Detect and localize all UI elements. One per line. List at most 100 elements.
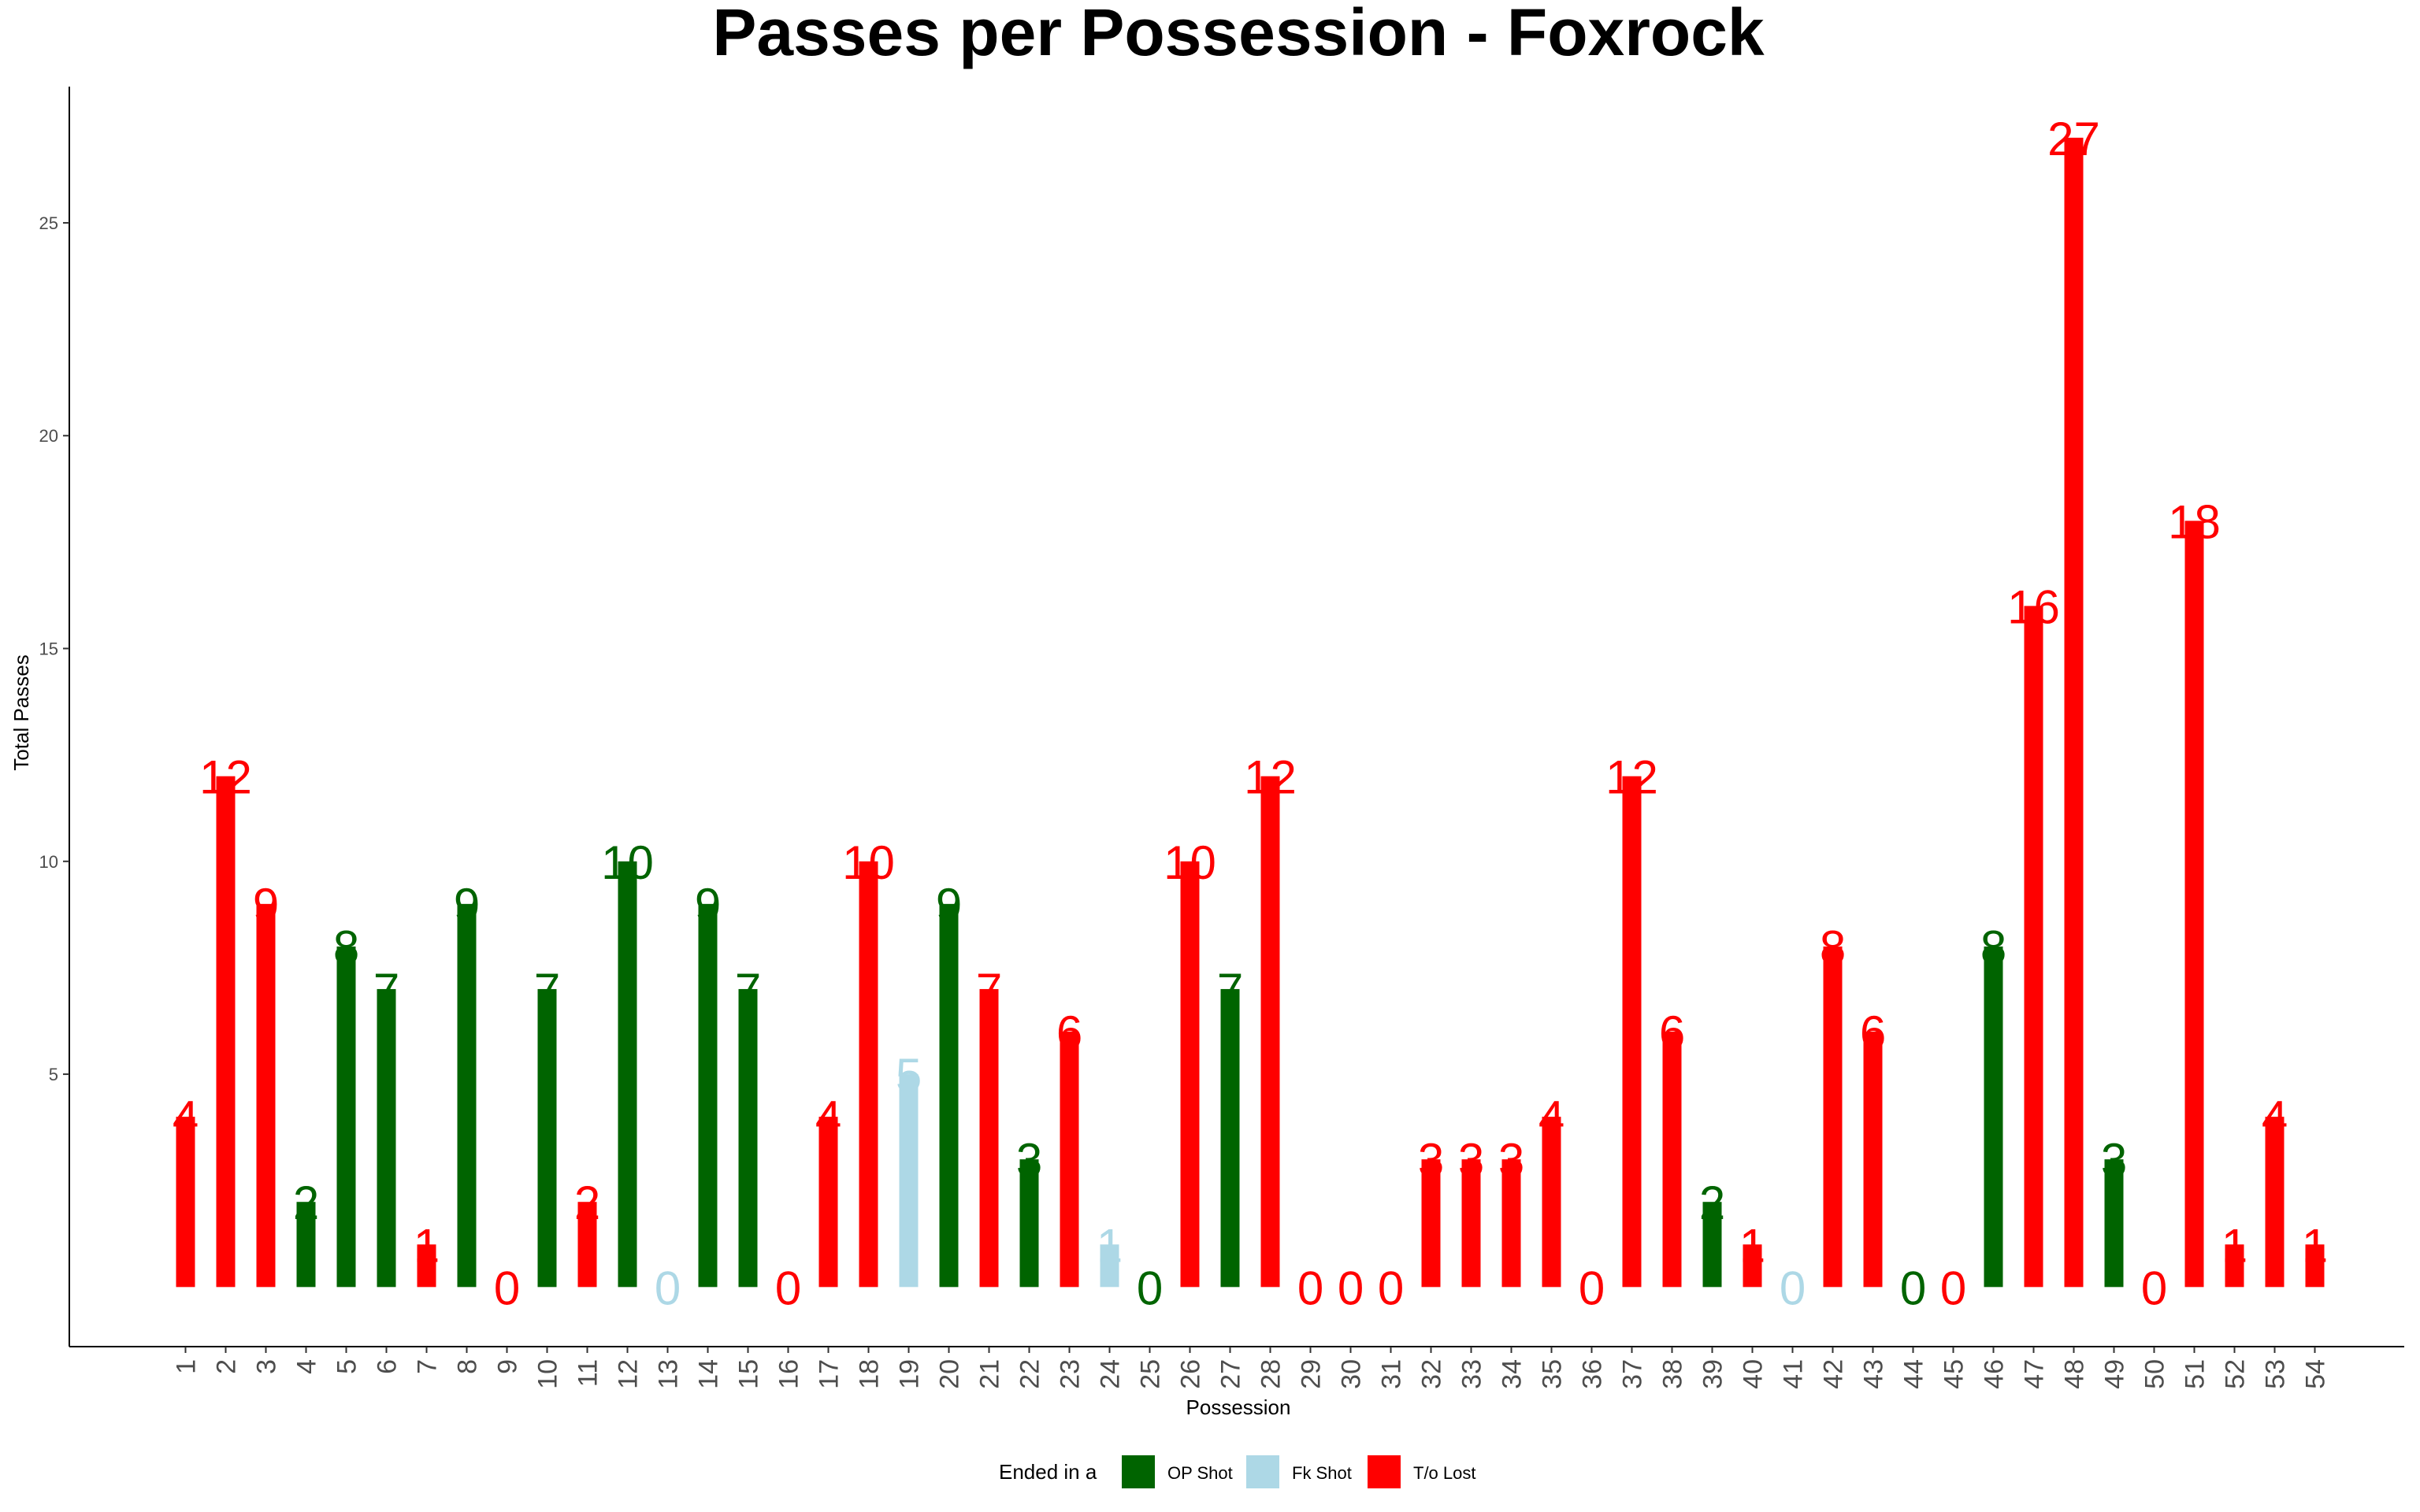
legend-swatch-op (1122, 1455, 1155, 1488)
x-tick-label: 23 (1056, 1359, 1086, 1389)
x-tick-label: 24 (1096, 1359, 1126, 1389)
x-tick-label: 19 (895, 1359, 925, 1389)
x-tick-label: 1 (172, 1359, 202, 1374)
bar (1622, 776, 1642, 1288)
bar (256, 903, 276, 1288)
bar (1863, 1032, 1883, 1288)
x-tick-label: 9 (493, 1359, 523, 1374)
bar (2104, 1159, 2124, 1288)
y-tick-label: 20 (39, 426, 58, 446)
legend-label-fk: Fk Shot (1292, 1463, 1352, 1483)
legend-entries: OP Shot Fk Shot T/o Lost (1122, 1455, 1475, 1488)
x-tick-label: 45 (1939, 1359, 1969, 1389)
bar (377, 988, 396, 1288)
bar-value-label: 1 (1097, 1219, 1123, 1272)
x-tick-label: 44 (1899, 1359, 1929, 1389)
bar-value-label: 0 (1900, 1262, 1926, 1314)
bar-value-label: 10 (842, 836, 895, 889)
bar (2305, 1244, 2325, 1288)
bar (1421, 1159, 1441, 1288)
x-tick-label: 8 (453, 1359, 483, 1374)
bar-value-label: 8 (333, 921, 359, 974)
bar (1501, 1159, 1521, 1288)
x-tick-label: 40 (1739, 1359, 1769, 1389)
x-tick-label: 53 (2261, 1359, 2291, 1389)
x-tick-label: 42 (1819, 1359, 1849, 1389)
bar-value-label: 0 (1338, 1262, 1364, 1314)
x-tick-label: 18 (855, 1359, 885, 1389)
bar (1461, 1159, 1481, 1288)
x-tick-label: 13 (654, 1359, 684, 1389)
x-tick-label: 54 (2301, 1359, 2331, 1389)
x-tick-label: 28 (1256, 1359, 1286, 1389)
bar (1743, 1244, 1762, 1288)
bar (2225, 1244, 2244, 1288)
y-tick-label: 25 (39, 213, 58, 233)
x-tick-label: 4 (292, 1359, 322, 1374)
bar-value-label: 9 (936, 879, 962, 932)
x-tick-label: 34 (1498, 1359, 1527, 1389)
bar-value-label: 0 (1579, 1262, 1605, 1314)
bar-value-label: 3 (2101, 1134, 2127, 1187)
bar-value-label: 12 (199, 751, 252, 804)
legend-swatch-fk (1246, 1455, 1279, 1488)
bar-value-label: 1 (1739, 1219, 1765, 1272)
x-tick-label: 37 (1618, 1359, 1648, 1389)
bar-value-label: 7 (534, 964, 560, 1017)
x-tick-label: 35 (1538, 1359, 1568, 1389)
bar-value-label: 8 (1980, 921, 2006, 974)
x-tick-label: 51 (2181, 1359, 2210, 1389)
legend-label-op: OP Shot (1167, 1463, 1233, 1483)
bar (1220, 988, 1240, 1288)
bar (2064, 137, 2084, 1288)
bar (859, 861, 878, 1288)
y-ticks: 5 10 15 20 25 (39, 213, 69, 1084)
chart-title: Passes per Possession - Foxrock (712, 0, 1765, 69)
bar-value-label: 4 (2262, 1091, 2288, 1144)
x-tick-label: 7 (413, 1359, 443, 1374)
bar-value-label: 7 (1217, 964, 1243, 1017)
x-tick-label: 3 (252, 1359, 282, 1374)
bar-value-label: 10 (601, 836, 654, 889)
x-tick-label: 29 (1297, 1359, 1327, 1389)
x-tick-label: 16 (774, 1359, 804, 1389)
x-tick-label: 36 (1578, 1359, 1608, 1389)
bar-value-label: 4 (173, 1091, 199, 1144)
x-tick-label: 47 (2020, 1359, 2050, 1389)
bar-value-label: 8 (1820, 921, 1846, 974)
y-tick-label: 5 (49, 1065, 58, 1084)
legend-title: Ended in a (999, 1460, 1097, 1484)
bar (698, 903, 718, 1288)
x-tick-label: 10 (533, 1359, 563, 1389)
bar (1100, 1244, 1119, 1288)
x-tick-label: 12 (614, 1359, 644, 1389)
bar (1662, 1032, 1682, 1288)
bar-value-label: 0 (1940, 1262, 1966, 1314)
bar-value-label: 12 (1605, 751, 1658, 804)
bar-value-label: 9 (454, 879, 480, 932)
x-tick-label: 17 (815, 1359, 844, 1389)
x-tick-label: 5 (332, 1359, 362, 1374)
bar-value-label: 6 (1056, 1006, 1082, 1059)
y-tick-label: 10 (39, 852, 58, 872)
bar-value-label: 10 (1164, 836, 1216, 889)
x-tick-label: 14 (694, 1359, 724, 1389)
x-tick-label: 46 (1980, 1359, 2010, 1389)
bar-value-label: 9 (695, 879, 721, 932)
bar-value-label: 0 (1137, 1262, 1163, 1314)
bar (176, 1117, 195, 1288)
x-tick-label: 33 (1457, 1359, 1487, 1389)
bar-value-label: 0 (1378, 1262, 1404, 1314)
bar-value-label: 0 (1297, 1262, 1323, 1314)
bar-value-label: 1 (2302, 1219, 2328, 1272)
x-tick-label: 31 (1377, 1359, 1407, 1389)
bar-value-label: 6 (1860, 1006, 1886, 1059)
bar (2265, 1117, 2285, 1288)
bar (939, 903, 959, 1288)
x-tick-label: 25 (1136, 1359, 1166, 1389)
bar-value-label: 1 (414, 1219, 440, 1272)
bar-value-label: 6 (1659, 1006, 1685, 1059)
bar (457, 903, 477, 1288)
x-tick-label: 26 (1176, 1359, 1206, 1389)
